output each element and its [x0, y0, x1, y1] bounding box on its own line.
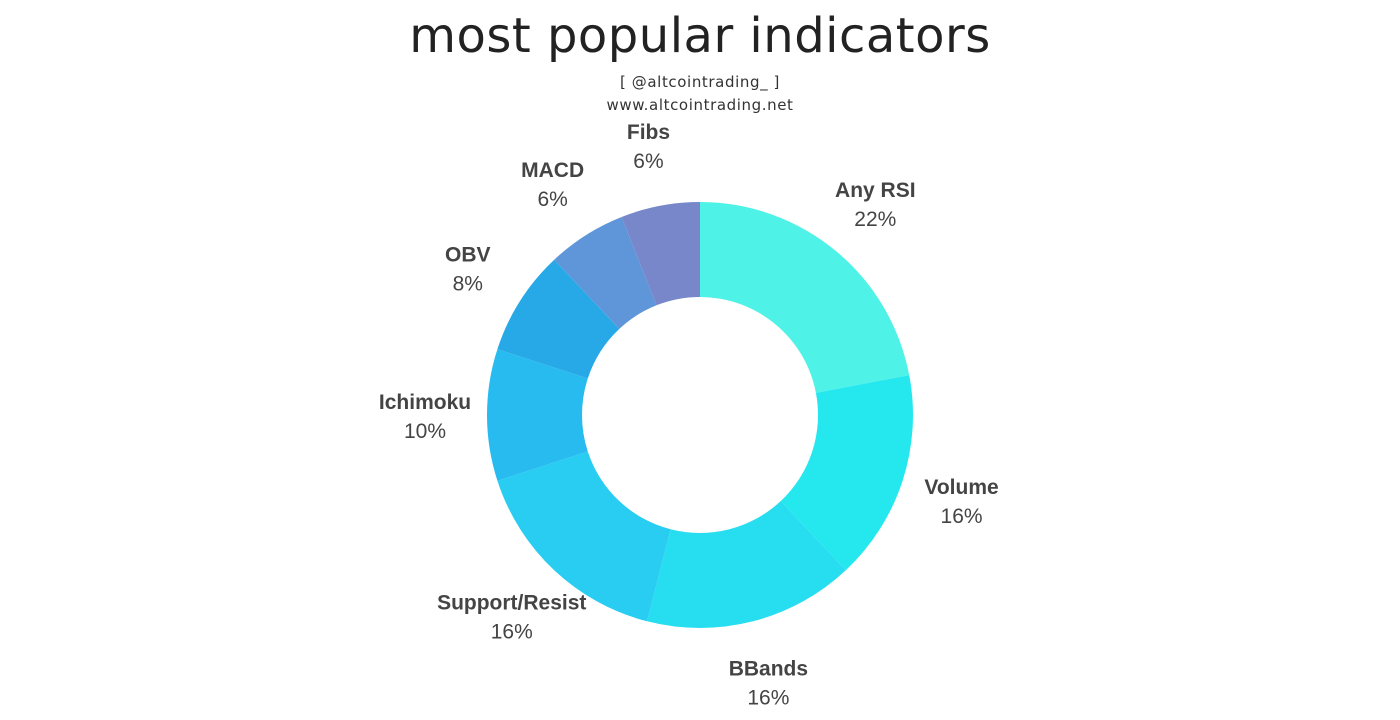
- slice-bbands: [647, 501, 846, 628]
- slice-label-fibs: Fibs: [627, 121, 670, 144]
- slice-volume: [780, 375, 913, 571]
- slice-value-macd: 6%: [537, 188, 567, 211]
- slice-value-volume: 16%: [941, 505, 983, 528]
- slice-label-macd: MACD: [521, 159, 584, 182]
- website-url: www.altcointrading.net: [606, 96, 794, 114]
- labels-group: Any RSI 22% Volume 16% BBands 16% Support/Resi…: [379, 121, 999, 709]
- slice-value-support-resist: 16%: [491, 620, 533, 643]
- slice-macd: [554, 216, 657, 329]
- slice-obv: [497, 259, 620, 379]
- slice-label-bbands: BBands: [729, 657, 808, 680]
- slice-ichimoku: [486, 349, 588, 481]
- slice-label-any-rsi: Any RSI: [835, 179, 916, 202]
- slice-label-ichimoku: Ichimoku: [379, 391, 471, 414]
- slice-label-obv: OBV: [445, 244, 491, 267]
- slice-label-support-resist: Support/Resist: [437, 591, 586, 614]
- slice-value-any-rsi: 22%: [854, 208, 896, 231]
- chart-title: most popular indicators: [409, 8, 991, 64]
- slice-support-resist: [497, 451, 671, 622]
- slice-label-volume: Volume: [924, 476, 998, 499]
- social-handle: [ @altcointrading_ ]: [619, 73, 781, 91]
- slice-value-obv: 8%: [453, 273, 483, 296]
- slices-group: [486, 202, 913, 628]
- slice-value-bbands: 16%: [747, 686, 789, 709]
- slice-fibs: [621, 202, 700, 306]
- slice-value-fibs: 6%: [633, 150, 663, 173]
- slice-any-rsi: [700, 202, 910, 393]
- slice-value-ichimoku: 10%: [404, 420, 446, 443]
